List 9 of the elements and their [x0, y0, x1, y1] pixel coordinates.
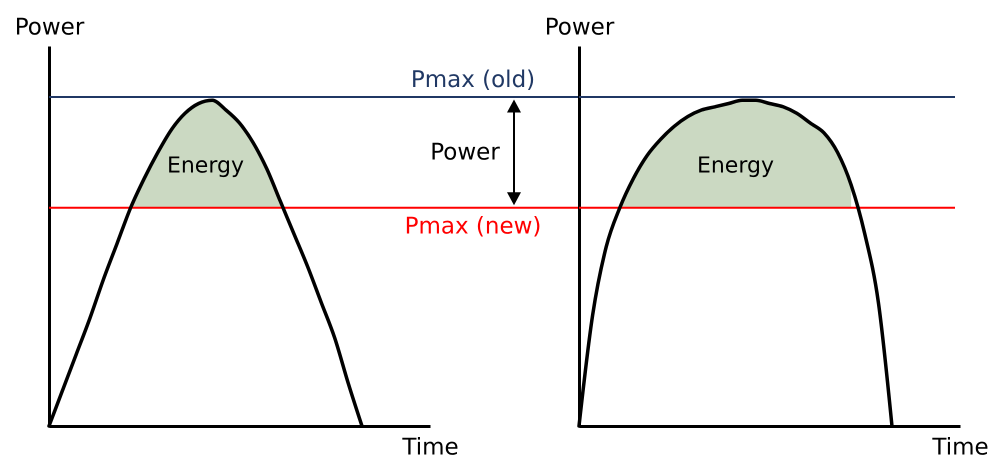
- x-axis-title: Time: [931, 434, 989, 456]
- x-axis-title: Time: [401, 434, 459, 456]
- annotation: Energy: [696, 153, 774, 178]
- y-axis-title: Power: [544, 14, 615, 40]
- annotation: Energy: [166, 153, 244, 178]
- annotation: Power: [430, 139, 500, 166]
- y-axis-title: Power: [14, 14, 85, 40]
- ref-line-label: Pmax (old): [410, 66, 536, 93]
- ref-line-label: Pmax (new): [404, 214, 542, 240]
